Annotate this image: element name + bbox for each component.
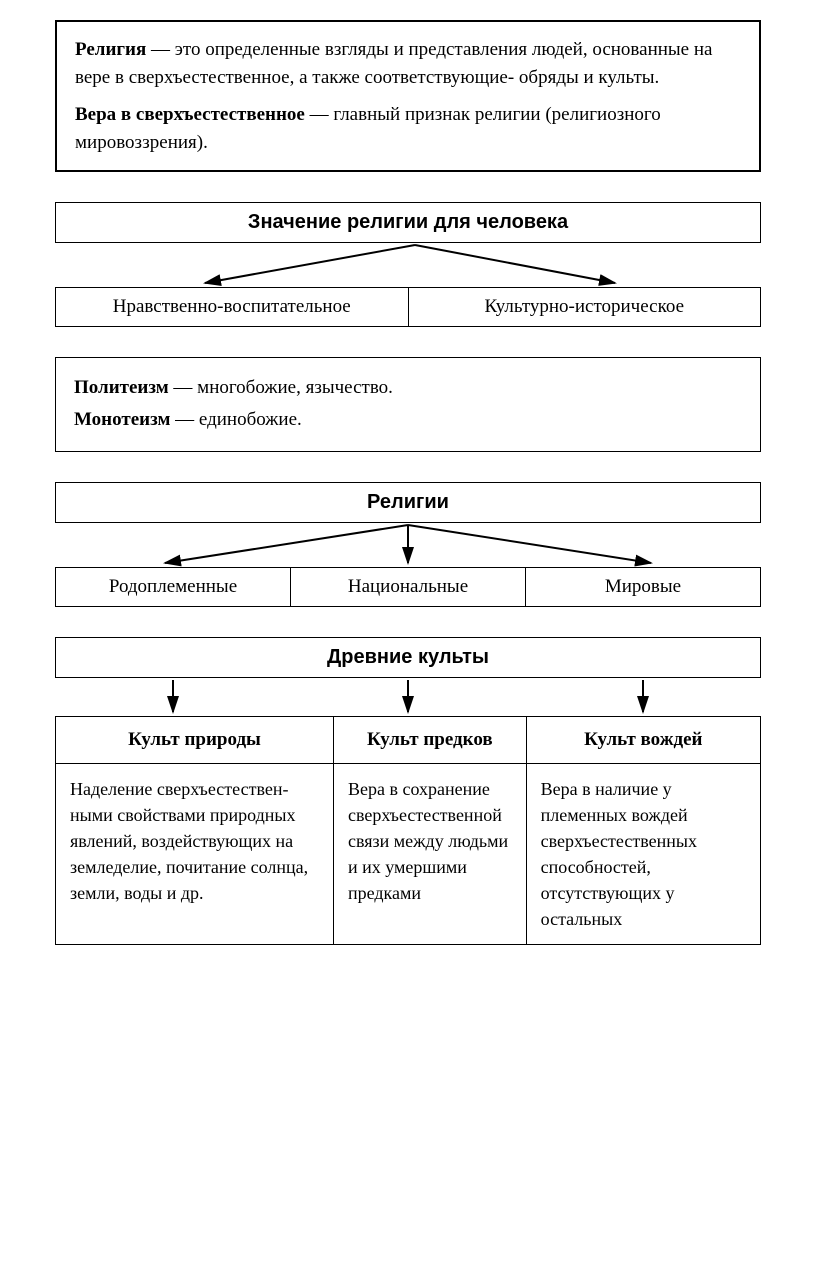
monotheism-def: Монотеизм — единобожие.: [74, 404, 742, 436]
poly-text: многобожие, язычество.: [197, 377, 393, 398]
cult-header-1: Культ природы: [56, 716, 334, 763]
cults-body-row: Наделение сверхъестествен­ными свой­ства…: [56, 763, 761, 945]
cult-body-3: Вера в наличие у племенных вождей сверхъ…: [526, 763, 760, 945]
significance-right: Культурно-историческое: [409, 287, 762, 327]
belief-term: Вера в сверхъестественное: [75, 104, 305, 125]
religions-row: Родоплеменные Национальные Мировые: [55, 567, 761, 607]
religions-section: Религии Родоплеменные Национальные Миров…: [55, 482, 761, 607]
cults-table: Культ природы Культ предков Культ вождей…: [55, 716, 761, 946]
religion-sep: —: [146, 39, 175, 60]
religions-title: Религии: [55, 482, 761, 523]
theism-section: Политеизм — многобожие, язычество. Монот…: [55, 357, 761, 452]
mono-term: Монотеизм: [74, 409, 170, 430]
poly-term: Политеизм: [74, 377, 169, 398]
mono-sep: —: [170, 409, 199, 430]
religion-term: Религия: [75, 39, 146, 60]
religions-item-1: Родоплеменные: [55, 567, 291, 607]
cults-title: Древние культы: [55, 637, 761, 678]
cult-body-1: Наделение сверхъестествен­ными свой­ства…: [56, 763, 334, 945]
significance-title: Значение религии для человека: [55, 202, 761, 243]
definition-box: Религия — это определенные взгляды и пре…: [55, 20, 761, 172]
religions-item-2: Национальные: [291, 567, 526, 607]
significance-section: Значение религии для человека Нравственн…: [55, 202, 761, 327]
religions-arrows: [55, 523, 761, 567]
significance-left: Нравственно-воспитательное: [55, 287, 409, 327]
belief-sep: —: [305, 104, 334, 125]
mono-text: единобожие.: [199, 409, 302, 430]
cult-header-2: Культ предков: [333, 716, 526, 763]
cults-header-row: Культ природы Культ предков Культ вождей: [56, 716, 761, 763]
belief-definition: Вера в сверхъестественное — главный приз…: [75, 101, 741, 156]
significance-row: Нравственно-воспитательное Культурно-ист…: [55, 287, 761, 327]
religions-item-3: Мировые: [526, 567, 761, 607]
religion-definition: Религия — это определенные взгляды и пре…: [75, 36, 741, 91]
cult-header-3: Культ вождей: [526, 716, 760, 763]
cult-body-2: Вера в сохране­ние сверхъесте­ственной с…: [333, 763, 526, 945]
cults-section: Древние культы Культ природы Культ предк…: [55, 637, 761, 946]
polytheism-def: Политеизм — многобожие, язычество.: [74, 372, 742, 404]
cults-arrows: [55, 678, 761, 716]
poly-sep: —: [169, 377, 198, 398]
theism-box: Политеизм — многобожие, язычество. Монот…: [55, 357, 761, 452]
significance-arrows: [55, 243, 761, 287]
